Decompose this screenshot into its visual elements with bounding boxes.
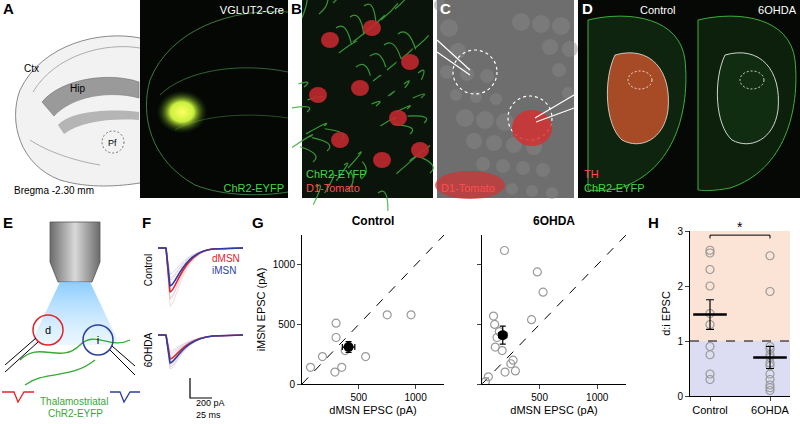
svg-text:0: 0 <box>677 391 683 402</box>
svg-text:Control: Control <box>640 4 675 16</box>
svg-text:d: d <box>45 324 51 336</box>
svg-text:1: 1 <box>677 336 683 347</box>
svg-text:1000: 1000 <box>404 392 427 403</box>
svg-text:D1-Tomato: D1-Tomato <box>441 182 495 194</box>
svg-text:0: 0 <box>289 379 295 390</box>
svg-text:VGLUT2-Cre: VGLUT2-Cre <box>220 4 284 16</box>
svg-text:C: C <box>440 0 451 17</box>
svg-text:ChR2-EYFP: ChR2-EYFP <box>223 182 284 194</box>
svg-text:A: A <box>3 0 14 17</box>
svg-text:6OHDA: 6OHDA <box>758 4 797 16</box>
svg-text:25 ms: 25 ms <box>196 410 221 420</box>
svg-text:iMSN: iMSN <box>212 265 236 276</box>
svg-text:ChR2-EYFP: ChR2-EYFP <box>584 182 645 194</box>
svg-text:B: B <box>291 0 302 17</box>
svg-text:Control: Control <box>692 404 727 416</box>
svg-text:6OHDA: 6OHDA <box>751 404 790 416</box>
svg-text:Pf: Pf <box>108 138 117 148</box>
svg-text:6OHDA: 6OHDA <box>143 332 154 367</box>
svg-text:G: G <box>252 214 264 231</box>
svg-text:*: * <box>737 219 743 235</box>
svg-text:ChR2-EYFP: ChR2-EYFP <box>48 408 103 419</box>
svg-text:500: 500 <box>350 392 367 403</box>
svg-text:1000: 1000 <box>273 259 296 270</box>
svg-text:dMSN: dMSN <box>212 253 240 264</box>
svg-text:D: D <box>582 0 593 17</box>
svg-text:ChR2-EYFP: ChR2-EYFP <box>306 168 367 180</box>
svg-text:Control: Control <box>143 254 154 286</box>
svg-text:dMSN EPSC (pA): dMSN EPSC (pA) <box>510 404 597 416</box>
svg-text:D1-Tomato: D1-Tomato <box>306 182 360 194</box>
svg-text:Bregma -2.30 mm: Bregma -2.30 mm <box>14 185 94 196</box>
svg-text:E: E <box>3 214 13 231</box>
svg-text:200 pA: 200 pA <box>196 398 225 408</box>
svg-text:500: 500 <box>278 319 295 330</box>
svg-text:Thalamostriatal: Thalamostriatal <box>40 396 108 407</box>
svg-text:iMSN EPSC (pA): iMSN EPSC (pA) <box>255 268 267 352</box>
svg-text:Control: Control <box>352 214 395 228</box>
svg-text:TH: TH <box>584 168 599 180</box>
svg-text:6OHDA: 6OHDA <box>533 214 575 228</box>
svg-text:2: 2 <box>677 281 683 292</box>
svg-text:500: 500 <box>531 392 548 403</box>
svg-text:H: H <box>648 214 659 231</box>
svg-text:3: 3 <box>677 226 683 237</box>
svg-text:Hip: Hip <box>70 83 85 94</box>
svg-text:i: i <box>97 334 99 346</box>
svg-text:d:i EPSC: d:i EPSC <box>660 291 672 336</box>
svg-text:F: F <box>142 214 151 231</box>
svg-text:dMSN EPSC (pA): dMSN EPSC (pA) <box>329 404 416 416</box>
svg-text:Ctx: Ctx <box>24 63 39 74</box>
svg-text:1000: 1000 <box>586 392 609 403</box>
